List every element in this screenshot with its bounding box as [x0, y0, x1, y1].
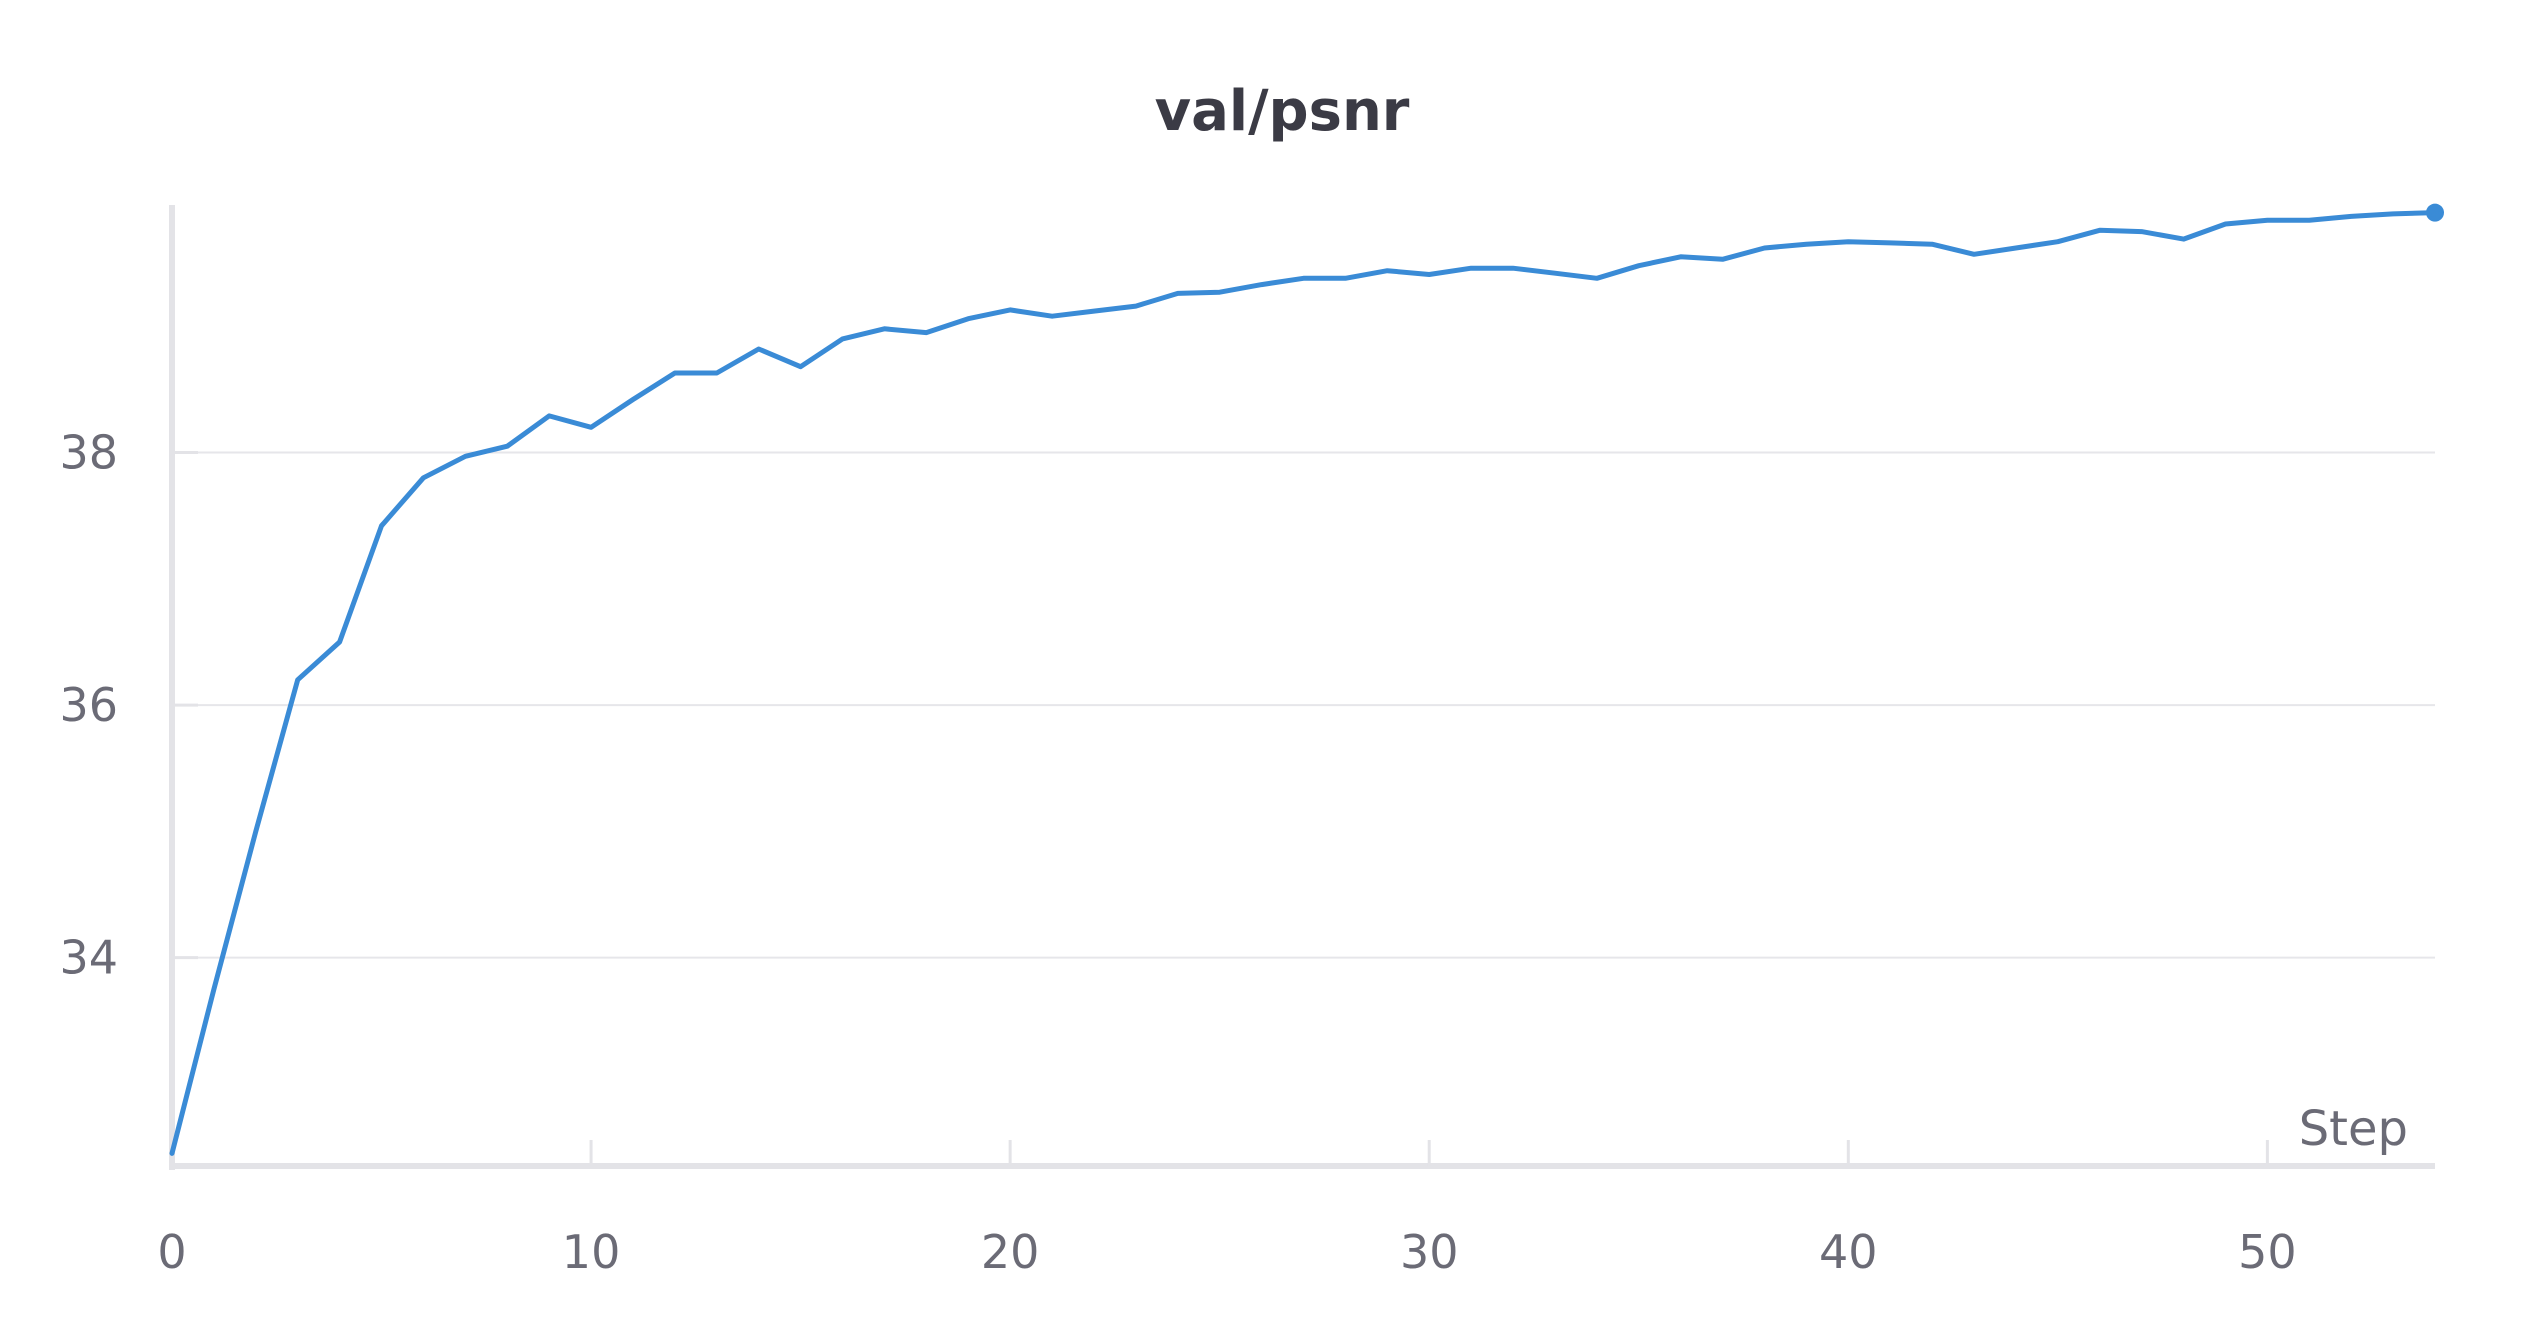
grid-lines — [172, 451, 2435, 959]
series-end-point — [2426, 203, 2444, 222]
axes — [169, 205, 2435, 1170]
x-axis-label: Step — [2299, 1101, 2408, 1157]
series-line — [169, 210, 2438, 1156]
x-tick-label: 50 — [2238, 1225, 2297, 1279]
chart-title: val/psnr — [1155, 79, 1410, 144]
ticks: 34 36 38 0 10 20 30 40 50 — [59, 426, 2296, 1279]
x-tick-label: 20 — [981, 1225, 1040, 1279]
x-tick-label: 0 — [157, 1225, 186, 1279]
series — [169, 203, 2444, 1156]
y-tick-label: 36 — [59, 678, 118, 732]
y-tick-label: 34 — [59, 931, 118, 985]
x-tick-label: 10 — [562, 1225, 621, 1279]
x-tick-label: 40 — [1819, 1225, 1878, 1279]
x-tick-label: 30 — [1400, 1225, 1459, 1279]
y-tick-label: 38 — [59, 426, 118, 480]
